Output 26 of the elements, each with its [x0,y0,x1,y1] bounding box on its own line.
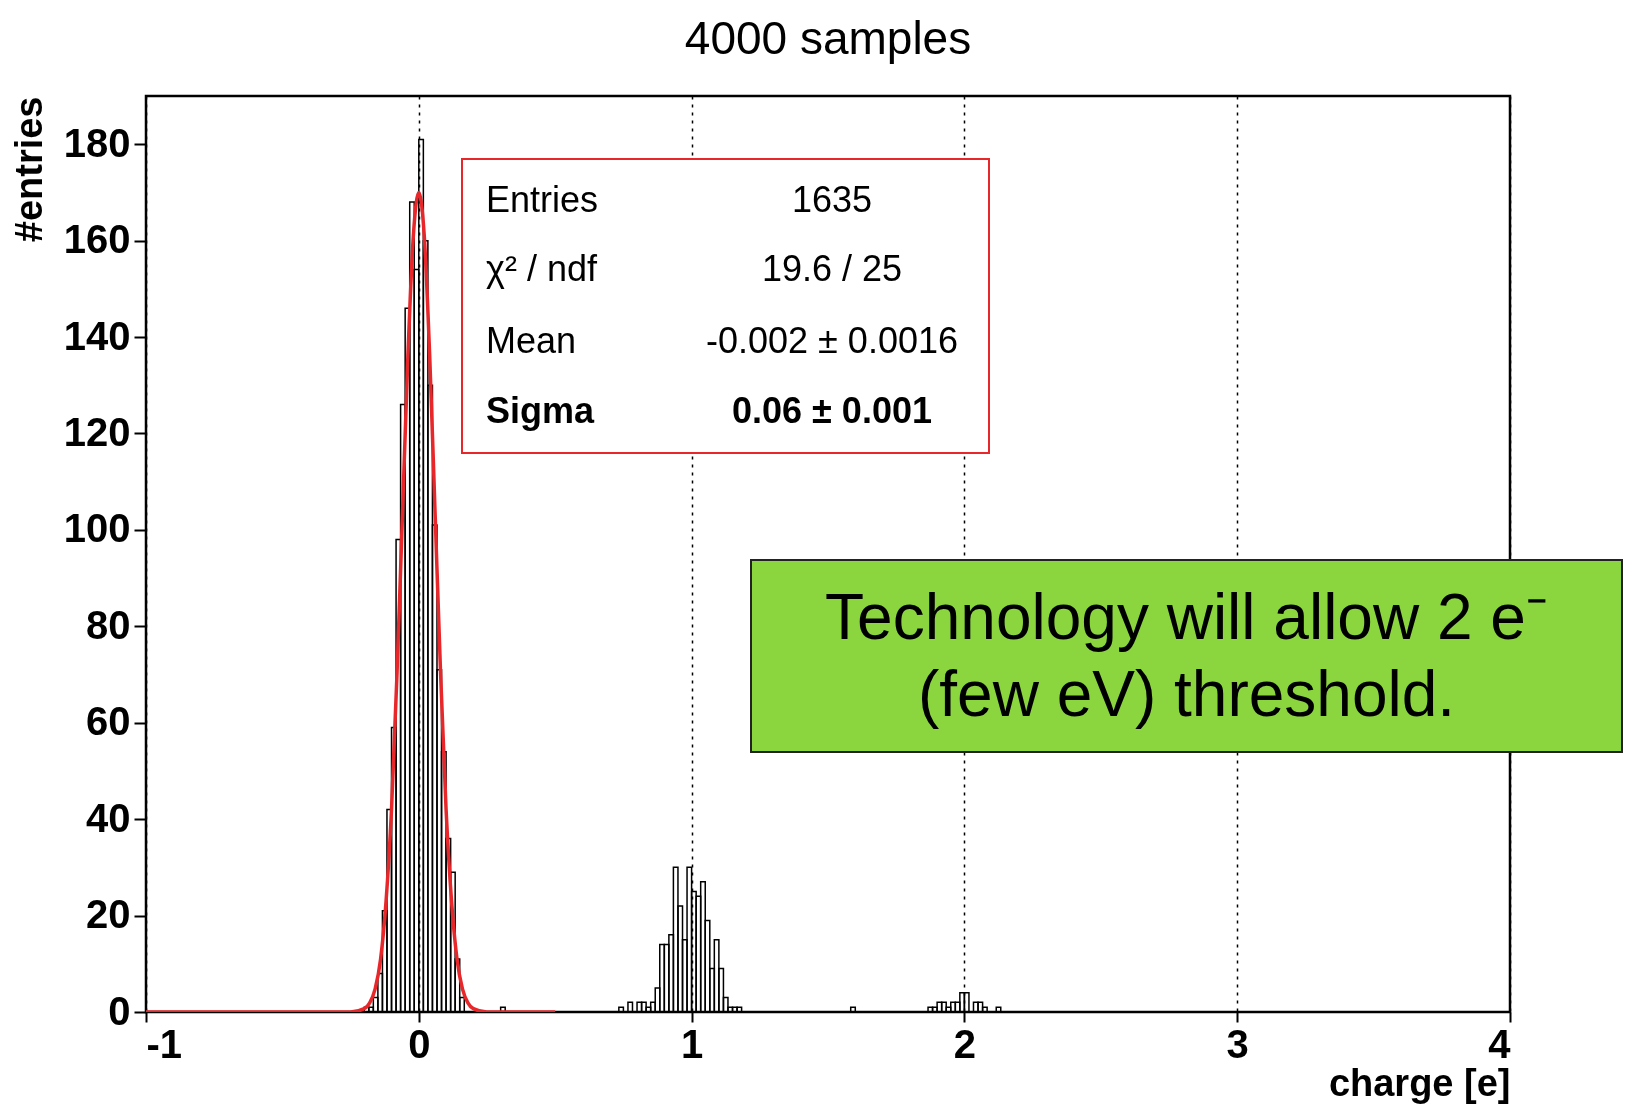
y-tick-label: 80 [86,602,131,647]
x-tick-label: 2 [953,1021,977,1066]
annotation: 1635 [791,178,873,221]
y-axis-title: #entries [7,96,50,243]
x-tick-label: 3 [1226,1021,1249,1066]
x-tick-label: 1 [680,1021,704,1066]
y-tick-label: 40 [86,795,131,840]
annotation: 19.6 / 25 [761,248,903,290]
annotation: χ² / ndf [486,248,597,290]
y-tick-label: 60 [86,699,131,744]
x-tick-label: -1 [146,1021,183,1066]
y-tick-label: 120 [63,409,131,454]
annotation: -0.002 ± 0.0016 [706,320,958,362]
y-tick-label: 180 [63,120,131,165]
annotation: Sigma [486,389,595,432]
annotation: 0.06 ± 0.001 [732,389,932,432]
y-tick-label: 20 [86,892,131,937]
annotation: Mean [486,320,577,362]
annotation: Technology will allow 2 e⁻ (few eV) threshold. [750,559,1623,753]
annotation: Entries [486,178,599,221]
y-tick-label: 160 [63,217,131,262]
y-tick-label: 0 [108,988,131,1033]
x-tick-label: 0 [408,1021,431,1066]
y-tick-label: 100 [63,506,131,551]
chart-title: 4000 samples [684,12,972,64]
y-tick-label: 140 [63,313,131,358]
